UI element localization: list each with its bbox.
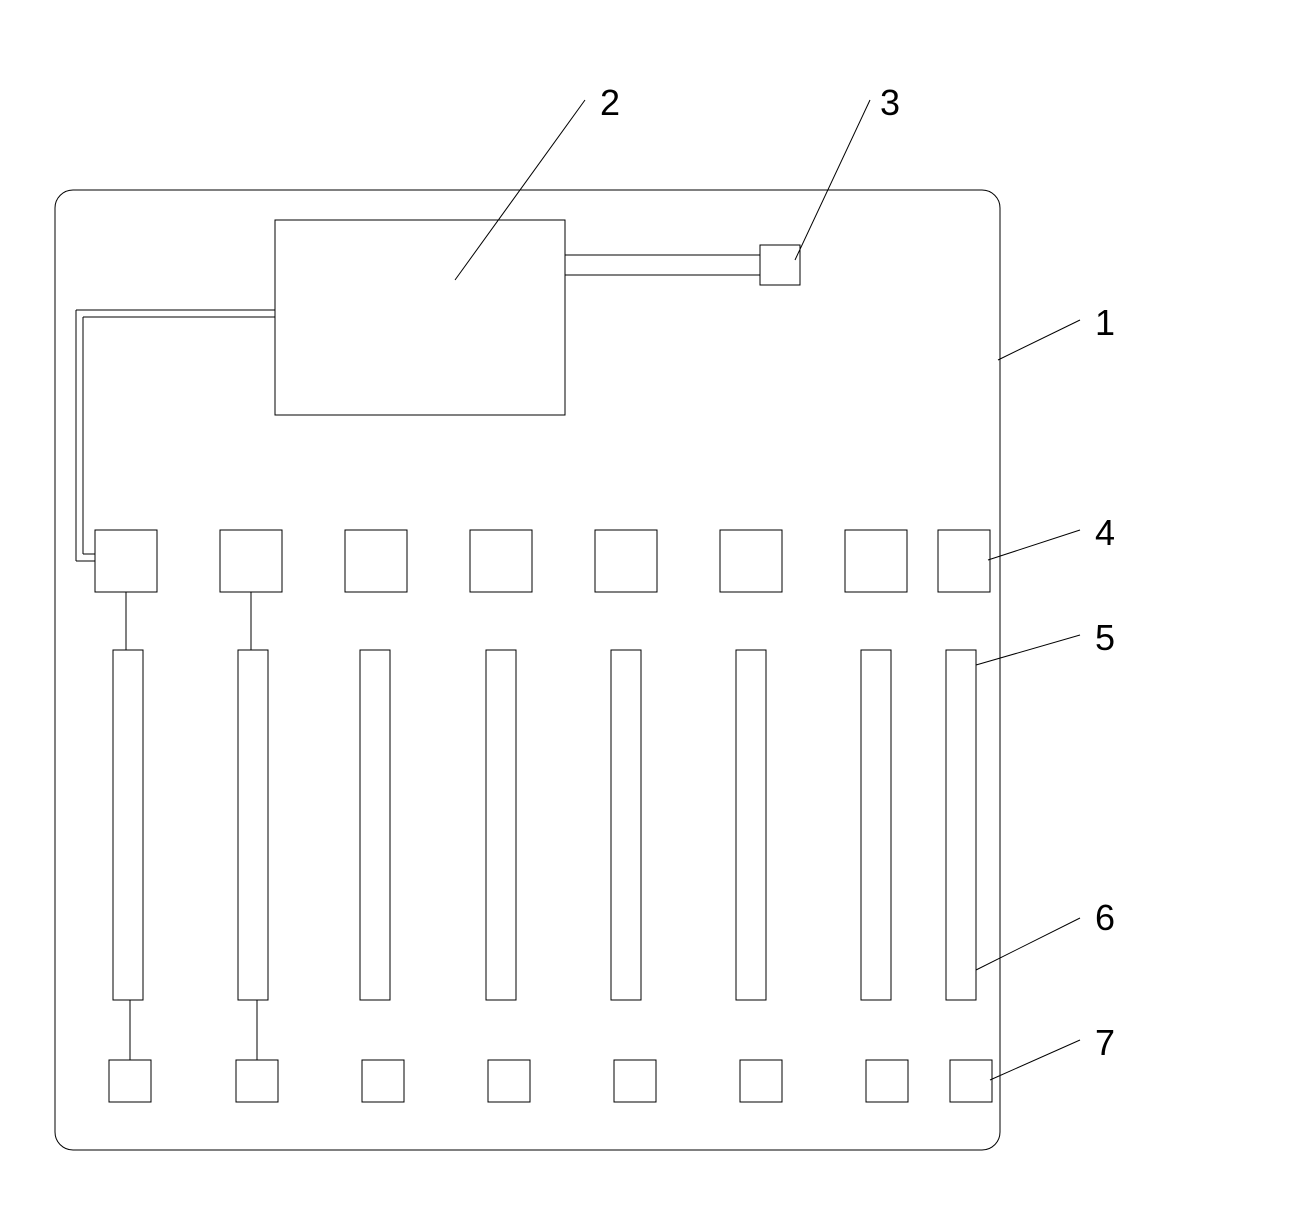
label-1: 1	[1095, 302, 1115, 343]
vertical-bar	[486, 650, 516, 1000]
vertical-bar	[238, 650, 268, 1000]
top-square	[938, 530, 990, 592]
component-3	[760, 245, 800, 285]
bottom-square	[866, 1060, 908, 1102]
bottom-square	[236, 1060, 278, 1102]
vertical-bar	[113, 650, 143, 1000]
bottom-square	[950, 1060, 992, 1102]
label-leader-7	[990, 1040, 1080, 1080]
label-leader-5	[976, 635, 1080, 665]
label-4: 4	[1095, 512, 1115, 553]
label-3: 3	[880, 82, 900, 123]
outer-panel	[55, 190, 1000, 1150]
top-square	[95, 530, 157, 592]
label-5: 5	[1095, 617, 1115, 658]
top-square	[220, 530, 282, 592]
top-square	[845, 530, 907, 592]
label-6: 6	[1095, 897, 1115, 938]
label-leader-6	[976, 918, 1080, 970]
vertical-bar	[946, 650, 976, 1000]
vertical-bar	[360, 650, 390, 1000]
bottom-square	[109, 1060, 151, 1102]
top-square	[470, 530, 532, 592]
top-square	[720, 530, 782, 592]
vertical-bar	[611, 650, 641, 1000]
technical-diagram: 1 2 3 4 5 6 7	[0, 0, 1312, 1206]
label-leader-3	[795, 100, 870, 260]
label-2: 2	[600, 82, 620, 123]
label-leader-4	[988, 530, 1080, 560]
top-square	[595, 530, 657, 592]
bottom-square	[740, 1060, 782, 1102]
top-square	[345, 530, 407, 592]
label-7: 7	[1095, 1022, 1115, 1063]
bottom-square	[488, 1060, 530, 1102]
component-2	[275, 220, 565, 415]
vertical-bar	[736, 650, 766, 1000]
bottom-square	[614, 1060, 656, 1102]
vertical-bar	[861, 650, 891, 1000]
label-leader-1	[998, 320, 1080, 360]
bottom-square	[362, 1060, 404, 1102]
